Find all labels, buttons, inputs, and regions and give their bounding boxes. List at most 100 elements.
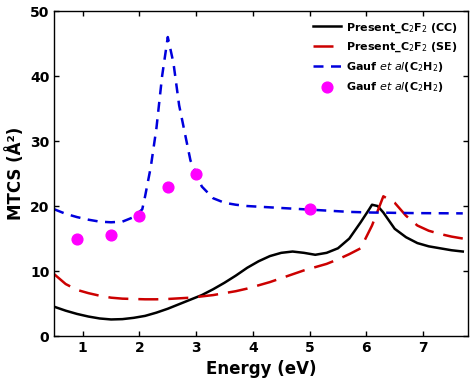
Present_C$_2$F$_2$ (SE) [392,200,398,205]
Present_C$_2$F$_2$ (SE) [324,262,329,266]
Gauf $\it{et\ al}$(C$_2$H$_2$) [136,213,143,219]
Gauf $\it{et\ al}$(C$_2$H$_2$) [222,200,228,205]
Gauf $\it{et\ al}$(C$_2$H$_2$) [426,211,432,215]
Gauf $\it{et\ al}$(C$_2$H$_2$) [255,204,261,209]
Present_C$_2$F$_2$ (CC) [176,302,182,306]
Line: Present_C$_2$F$_2$ (SE): Present_C$_2$F$_2$ (SE) [55,196,463,299]
Gauf $\it{et\ al}$(C$_2$H$_2$) [267,205,273,210]
Gauf $\it{et\ al}$(C$_2$H$_2$) [85,217,91,222]
Present_C$_2$F$_2$ (CC) [255,259,261,263]
Present_C$_2$F$_2$ (CC) [267,254,273,258]
Gauf $\it{et\ al}$(C$_2$H$_2$) [63,212,69,216]
Gauf $\it{et\ al}$(C$_2$H$_2$) [392,210,398,215]
Gauf $\it{et\ al}$(C$_2$H$_2$) [358,210,364,215]
Present_C$_2$F$_2$ (SE) [131,297,137,301]
Present_C$_2$F$_2$ (SE) [245,286,250,291]
Present_C$_2$F$_2$ (SE) [154,297,159,301]
Present_C$_2$F$_2$ (CC) [222,280,228,285]
Present_C$_2$F$_2$ (SE) [165,297,171,301]
Present_C$_2$F$_2$ (SE) [448,234,454,239]
Gauf $\it{et\ al}$(C$_2$H$_2$) [159,74,165,78]
Present_C$_2$F$_2$ (SE) [108,295,114,300]
Present_C$_2$F$_2$ (SE) [312,265,318,270]
Present_C$_2$F$_2$ (SE) [403,214,409,218]
Present_C$_2$F$_2$ (CC) [381,210,386,215]
Present_C$_2$F$_2$ (CC) [188,297,193,302]
Present_C$_2$F$_2$ (SE) [335,257,341,262]
Gauf $\it{et\ al}$(C$_2$H$_2$) [312,208,318,212]
Gauf $\it{et\ al}$(C$_2$H$_2$) [97,219,102,224]
Present_C$_2$F$_2$ (SE) [74,288,80,292]
Gauf $\it{et\ al}$(C$_2$H$_2$) [154,126,159,130]
Present_C$_2$F$_2$ (CC) [85,314,91,319]
Present_C$_2$F$_2$ (CC) [142,314,148,318]
Gauf $\it{et\ al}$(C$_2$H$_2$) [148,165,154,169]
Present_C$_2$F$_2$ (CC) [119,317,125,321]
Gauf $\it{et\ al}$(C$_2$H$_2$) [403,211,409,215]
Present_C$_2$F$_2$ (CC) [97,316,102,321]
Gauf $\it{et\ al}$(C$_2$H$_2$) [460,211,465,216]
Gauf $\it{et\ al}$(C$_2$H$_2$) [119,219,125,224]
Present_C$_2$F$_2$ (SE) [210,293,216,297]
Present_C$_2$F$_2$ (CC) [448,248,454,253]
Present_C$_2$F$_2$ (CC) [245,265,250,270]
Gauf $\it{et\ al}$(C$_2$H$_2$) [278,206,284,210]
Gauf $\it{et\ al}$(C$_2$H$_2$) [290,206,295,211]
Present_C$_2$F$_2$ (CC) [290,249,295,254]
Gauf $\it{et\ al}$(C$_2$H$_2$) [369,210,375,215]
Present_C$_2$F$_2$ (SE) [358,246,364,251]
Present_C$_2$F$_2$ (SE) [381,194,386,199]
Present_C$_2$F$_2$ (SE) [176,296,182,301]
Present_C$_2$F$_2$ (SE) [369,223,375,228]
Gauf $\it{et\ al}$(C$_2$H$_2$) [306,206,313,212]
Present_C$_2$F$_2$ (CC) [165,306,171,311]
Present_C$_2$F$_2$ (SE) [301,268,307,273]
Gauf $\it{et\ al}$(C$_2$H$_2$) [73,235,81,242]
Gauf $\it{et\ al}$(C$_2$H$_2$) [415,211,420,215]
Present_C$_2$F$_2$ (CC) [278,250,284,255]
Present_C$_2$F$_2$ (CC) [74,312,80,316]
Present_C$_2$F$_2$ (CC) [437,246,443,251]
Present_C$_2$F$_2$ (CC) [301,250,307,255]
Present_C$_2$F$_2$ (SE) [97,293,102,298]
Present_C$_2$F$_2$ (SE) [199,294,205,299]
Present_C$_2$F$_2$ (SE) [278,276,284,280]
Present_C$_2$F$_2$ (CC) [233,273,239,278]
Present_C$_2$F$_2$ (SE) [85,291,91,295]
Present_C$_2$F$_2$ (CC) [358,220,364,225]
Present_C$_2$F$_2$ (SE) [142,297,148,301]
Present_C$_2$F$_2$ (CC) [426,244,432,248]
Present_C$_2$F$_2$ (CC) [335,246,341,251]
Present_C$_2$F$_2$ (SE) [255,283,261,288]
Gauf $\it{et\ al}$(C$_2$H$_2$) [324,208,329,213]
X-axis label: Energy (eV): Energy (eV) [206,361,317,379]
Gauf $\it{et\ al}$(C$_2$H$_2$) [176,103,182,108]
Gauf $\it{et\ al}$(C$_2$H$_2$) [107,232,115,238]
Present_C$_2$F$_2$ (CC) [324,250,329,255]
Present_C$_2$F$_2$ (SE) [437,232,443,236]
Present_C$_2$F$_2$ (SE) [346,252,352,257]
Line: Present_C$_2$F$_2$ (CC): Present_C$_2$F$_2$ (CC) [55,205,463,319]
Present_C$_2$F$_2$ (CC) [52,305,57,309]
Present_C$_2$F$_2$ (CC) [415,241,420,245]
Y-axis label: MTCS (Å²): MTCS (Å²) [6,127,25,220]
Present_C$_2$F$_2$ (CC) [63,308,69,313]
Present_C$_2$F$_2$ (SE) [233,289,239,293]
Gauf $\it{et\ al}$(C$_2$H$_2$) [165,35,171,39]
Present_C$_2$F$_2$ (SE) [267,280,273,285]
Present_C$_2$F$_2$ (CC) [199,293,205,297]
Gauf $\it{et\ al}$(C$_2$H$_2$) [188,158,193,163]
Present_C$_2$F$_2$ (SE) [222,291,228,295]
Gauf $\it{et\ al}$(C$_2$H$_2$) [301,207,307,212]
Present_C$_2$F$_2$ (SE) [290,272,295,276]
Present_C$_2$F$_2$ (CC) [375,204,381,209]
Present_C$_2$F$_2$ (SE) [119,296,125,301]
Gauf $\it{et\ al}$(C$_2$H$_2$) [199,184,205,189]
Gauf $\it{et\ al}$(C$_2$H$_2$) [108,220,114,225]
Present_C$_2$F$_2$ (CC) [366,207,372,212]
Gauf $\it{et\ al}$(C$_2$H$_2$) [381,210,386,215]
Gauf $\it{et\ al}$(C$_2$H$_2$) [437,211,443,215]
Legend: Present_C$_2$F$_2$ (CC), Present_C$_2$F$_2$ (SE), Gauf $\it{et\ al}$(C$_2$H$_2$): Present_C$_2$F$_2$ (CC), Present_C$_2$F$… [309,17,463,99]
Present_C$_2$F$_2$ (SE) [63,282,69,286]
Present_C$_2$F$_2$ (CC) [210,287,216,291]
